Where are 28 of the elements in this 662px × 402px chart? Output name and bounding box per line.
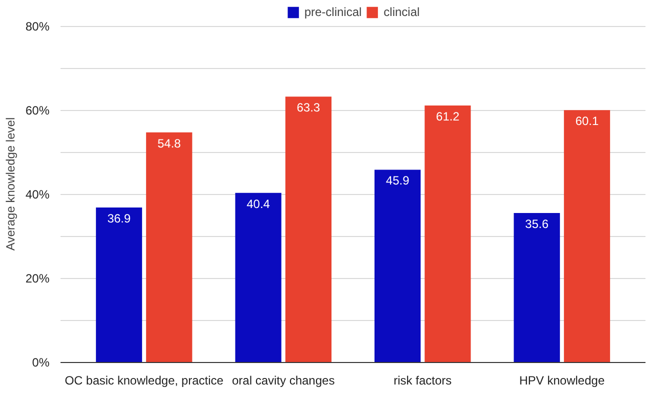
data-label: 35.6 [525, 216, 549, 231]
data-label: 61.2 [436, 109, 460, 124]
data-label: 54.8 [157, 136, 182, 150]
bar [96, 208, 142, 362]
bar [564, 110, 610, 362]
bar [374, 170, 421, 362]
y-tick-label: 40% [25, 188, 50, 202]
legend-label: pre-clinical [304, 5, 362, 19]
x-tick-label: risk factors [394, 374, 452, 388]
bar [514, 212, 560, 362]
data-label: 36.9 [107, 212, 132, 226]
y-tick-label: 60% [25, 104, 50, 118]
bar [146, 132, 192, 362]
x-tick-label: HPV knowledge [519, 374, 605, 388]
data-label: 45.9 [386, 174, 410, 188]
bar [285, 96, 332, 362]
x-tick-label: oral cavity changes [232, 374, 335, 388]
y-tick-label: 20% [25, 272, 50, 286]
data-label: 63.3 [296, 100, 320, 115]
legend-label: clincial [384, 5, 420, 19]
bar [424, 105, 471, 362]
x-tick-label: OC basic knowledge, practice [64, 374, 224, 388]
bar [235, 192, 282, 362]
y-axis-title: Average knowledge level [3, 117, 18, 251]
data-label: 60.1 [575, 114, 600, 128]
y-tick-label: 80% [25, 20, 50, 34]
data-label: 40.4 [246, 196, 270, 211]
y-tick-label: 0% [32, 356, 50, 370]
